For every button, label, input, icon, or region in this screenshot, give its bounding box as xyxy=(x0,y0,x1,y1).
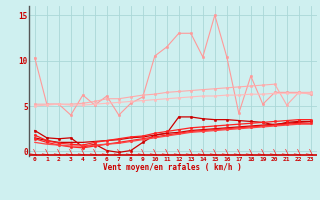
X-axis label: Vent moyen/en rafales ( km/h ): Vent moyen/en rafales ( km/h ) xyxy=(103,164,242,172)
